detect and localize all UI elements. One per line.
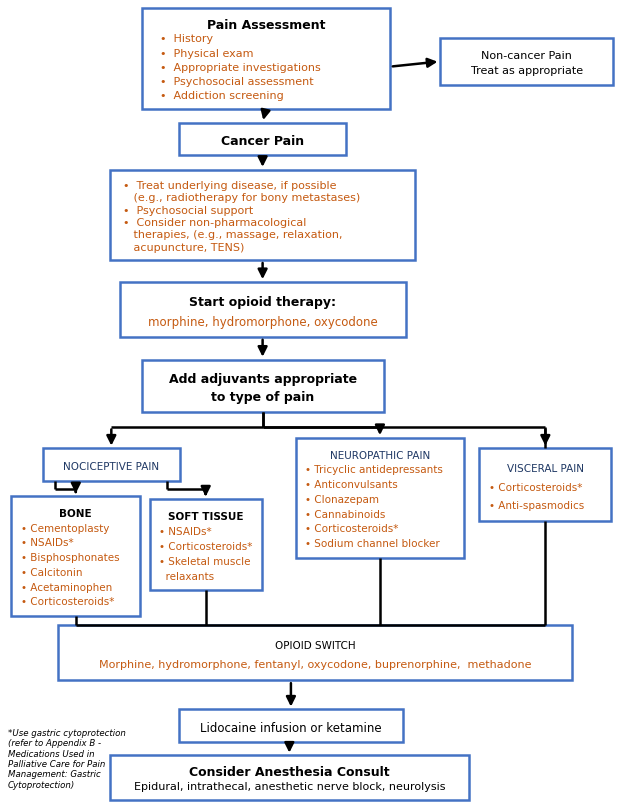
Text: Consider Anesthesia Consult: Consider Anesthesia Consult (189, 766, 389, 779)
FancyBboxPatch shape (58, 625, 572, 680)
Text: •  Consider non-pharmacological: • Consider non-pharmacological (123, 218, 306, 228)
Text: •  Physical exam: • Physical exam (160, 48, 254, 59)
FancyBboxPatch shape (142, 360, 384, 412)
Text: Treat as appropriate: Treat as appropriate (470, 66, 583, 77)
Text: • Tricyclic antidepressants: • Tricyclic antidepressants (305, 465, 443, 475)
FancyBboxPatch shape (179, 709, 403, 742)
Text: • Corticosteroids*: • Corticosteroids* (489, 482, 582, 493)
FancyBboxPatch shape (120, 282, 406, 337)
Text: •  Psychosocial support: • Psychosocial support (123, 205, 253, 216)
FancyBboxPatch shape (479, 448, 611, 521)
Text: •  History: • History (160, 35, 213, 44)
Text: Add adjuvants appropriate: Add adjuvants appropriate (169, 373, 357, 386)
Text: • Corticosteroids*: • Corticosteroids* (305, 524, 398, 535)
Text: VISCERAL PAIN: VISCERAL PAIN (507, 464, 584, 473)
Text: •  Addiction screening: • Addiction screening (160, 91, 284, 101)
FancyBboxPatch shape (296, 438, 464, 558)
FancyBboxPatch shape (110, 755, 469, 800)
FancyBboxPatch shape (110, 170, 415, 260)
Text: NOCICEPTIVE PAIN: NOCICEPTIVE PAIN (64, 462, 159, 472)
FancyBboxPatch shape (11, 496, 140, 616)
Text: Pain Assessment: Pain Assessment (206, 19, 325, 32)
Text: • Calcitonin: • Calcitonin (21, 568, 82, 578)
Text: therapies, (e.g., massage, relaxation,: therapies, (e.g., massage, relaxation, (123, 230, 342, 240)
Text: • Sodium channel blocker: • Sodium channel blocker (305, 539, 440, 549)
Text: OPIOID SWITCH: OPIOID SWITCH (275, 641, 355, 651)
Text: • Cannabinoids: • Cannabinoids (305, 510, 386, 520)
FancyBboxPatch shape (179, 123, 346, 155)
Text: •  Psychosocial assessment: • Psychosocial assessment (160, 77, 314, 87)
FancyBboxPatch shape (150, 499, 262, 590)
FancyBboxPatch shape (440, 38, 613, 85)
Text: • Anticonvulsants: • Anticonvulsants (305, 480, 398, 490)
Text: BONE: BONE (60, 509, 92, 519)
Text: *Use gastric cytoprotection
(refer to Appendix B -
Medications Used in
Palliativ: *Use gastric cytoprotection (refer to Ap… (8, 729, 125, 789)
Text: • NSAIDs*: • NSAIDs* (21, 538, 74, 549)
Text: Cancer Pain: Cancer Pain (221, 135, 304, 148)
Text: • Cementoplasty: • Cementoplasty (21, 524, 109, 533)
Text: •  Appropriate investigations: • Appropriate investigations (160, 63, 321, 73)
Text: Non-cancer Pain: Non-cancer Pain (481, 51, 572, 61)
Text: • Corticosteroids*: • Corticosteroids* (159, 542, 252, 552)
Text: • Acetaminophen: • Acetaminophen (21, 583, 112, 593)
Text: NEUROPATHIC PAIN: NEUROPATHIC PAIN (330, 451, 430, 461)
Text: • NSAIDs*: • NSAIDs* (159, 527, 212, 537)
Text: • Clonazepam: • Clonazepam (305, 495, 379, 505)
Text: relaxants: relaxants (159, 571, 214, 582)
Text: •  Treat underlying disease, if possible: • Treat underlying disease, if possible (123, 181, 336, 191)
FancyBboxPatch shape (142, 8, 390, 109)
FancyBboxPatch shape (43, 448, 180, 481)
Text: Lidocaine infusion or ketamine: Lidocaine infusion or ketamine (200, 722, 382, 734)
Text: • Corticosteroids*: • Corticosteroids* (21, 597, 114, 608)
Text: • Bisphosphonates: • Bisphosphonates (21, 553, 120, 563)
Text: Morphine, hydromorphone, fentanyl, oxycodone, buprenorphine,  methadone: Morphine, hydromorphone, fentanyl, oxyco… (99, 660, 532, 671)
Text: Epidural, intrathecal, anesthetic nerve block, neurolysis: Epidural, intrathecal, anesthetic nerve … (133, 782, 445, 792)
Text: Start opioid therapy:: Start opioid therapy: (189, 297, 336, 309)
Text: acupuncture, TENS): acupuncture, TENS) (123, 242, 244, 253)
Text: (e.g., radiotherapy for bony metastases): (e.g., radiotherapy for bony metastases) (123, 193, 360, 203)
Text: SOFT TISSUE: SOFT TISSUE (168, 512, 243, 522)
Text: to type of pain: to type of pain (211, 391, 314, 404)
Text: • Anti-spasmodics: • Anti-spasmodics (489, 502, 584, 511)
Text: • Skeletal muscle: • Skeletal muscle (159, 557, 250, 566)
Text: morphine, hydromorphone, oxycodone: morphine, hydromorphone, oxycodone (148, 316, 377, 329)
